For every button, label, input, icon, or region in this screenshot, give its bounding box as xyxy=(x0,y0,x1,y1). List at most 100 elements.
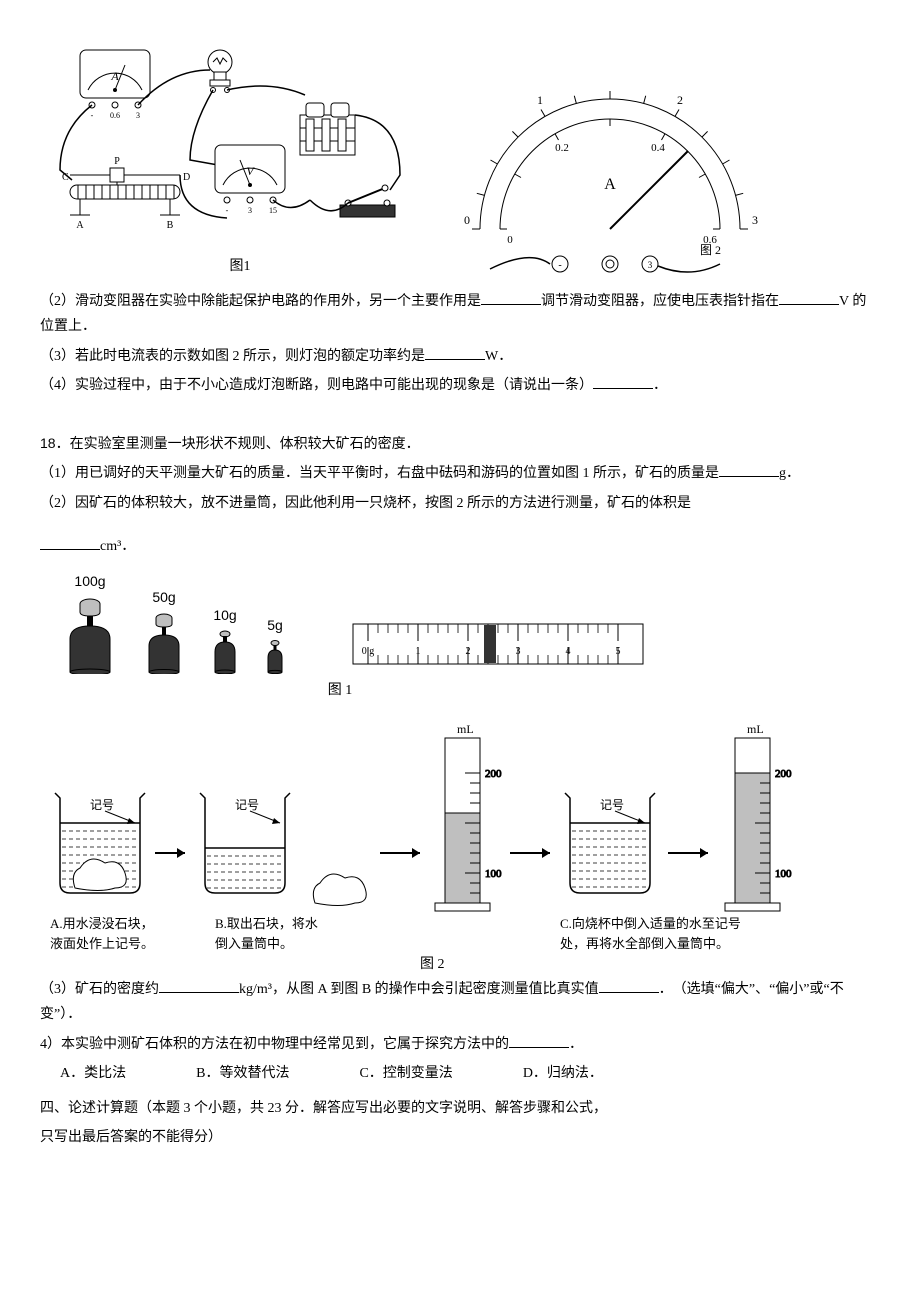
blank xyxy=(509,1033,569,1048)
weight-label: 50g xyxy=(140,585,188,610)
svg-text:3: 3 xyxy=(248,206,252,215)
q18-p4b: ． xyxy=(569,1037,583,1052)
q17-fig1-wrap: A - 0.6 3 xyxy=(40,40,440,279)
q17-p2b: 调节滑动变阻器，应使电压表指针指在 xyxy=(541,294,779,309)
svg-text:mL: mL xyxy=(747,722,764,736)
q18-p4: 4）本实验中测矿石体积的方法在初中物理中经常见到，它属于探究方法中的 ． xyxy=(40,1032,880,1057)
q18-p2b: cm³． xyxy=(100,539,135,554)
q18-fig1-caption: 图 1 xyxy=(40,678,640,703)
q17-p2: （2）滑动变阻器在实验中除能起保护电路的作用外，另一个主要作用是 调节滑动变阻器，… xyxy=(40,289,880,339)
q18-fig1: 100g 50g 10g 5g xyxy=(60,569,880,674)
opt-a: A．类比法 xyxy=(60,1061,126,1086)
q17-p4: （4）实验过程中，由于不小心造成灯泡断路，则电路中可能出现的现象是（请说出一条）… xyxy=(40,373,880,398)
svg-text:200: 200 xyxy=(775,768,792,780)
q17-figures: A - 0.6 3 xyxy=(40,40,880,279)
svg-text:B: B xyxy=(167,220,174,231)
svg-text:0.6: 0.6 xyxy=(110,111,120,120)
svg-text:1: 1 xyxy=(537,93,543,107)
q18-p2: （2）因矿石的体积较大，放不进量筒，因此他利用一只烧杯，按图 2 所示的方法进行… xyxy=(40,491,880,516)
svg-text:0: 0 xyxy=(464,213,470,227)
blank xyxy=(599,978,659,993)
q17-fig2-wrap: 0 1 2 3 0 0.2 0.4 0.6 A - 3 xyxy=(460,89,760,279)
section4-line1: 四、论述计算题（本题 3 个小题，共 23 分．解答应写出必要的文字说明、解答步… xyxy=(40,1096,880,1121)
q18-p1: （1）用已调好的天平测量大矿石的质量．当天平平衡时，右盘中砝码和游码的位置如图 … xyxy=(40,461,880,486)
blank xyxy=(593,374,653,389)
q18-p4a: 4）本实验中测矿石体积的方法在初中物理中经常见到，它属于探究方法中的 xyxy=(40,1037,509,1052)
weight-label: 100g xyxy=(60,569,120,594)
svg-text:C: C xyxy=(62,172,69,183)
svg-text:200: 200 xyxy=(485,768,502,780)
opt-b: B．等效替代法 xyxy=(196,1061,289,1086)
svg-text:A.用水浸没石块，: A.用水浸没石块， xyxy=(50,916,154,931)
q18-p3a: （3）矿石的密度约 xyxy=(40,982,159,997)
svg-text:mL: mL xyxy=(457,722,474,736)
q18-p1a: （1）用已调好的天平测量大矿石的质量．当天平平衡时，右盘中砝码和游码的位置如图 … xyxy=(40,466,719,481)
svg-text:15: 15 xyxy=(269,206,277,215)
blank xyxy=(719,462,779,477)
weight-100g: 100g xyxy=(60,569,120,674)
svg-text:-: - xyxy=(558,260,561,271)
svg-text:-: - xyxy=(226,206,229,215)
q18-p3: （3）矿石的密度约 kg/m³，从图 A 到图 B 的操作中会引起密度测量值比真实… xyxy=(40,977,880,1027)
q17-p4b: ． xyxy=(653,378,667,393)
opt-c: C．控制变量法 xyxy=(359,1061,452,1086)
section4-line2: 只写出最后答案的不能得分） xyxy=(40,1125,880,1150)
svg-text:记号: 记号 xyxy=(600,798,624,812)
weight-label: 10g xyxy=(208,603,242,628)
svg-text:-: - xyxy=(91,111,94,120)
svg-text:记号: 记号 xyxy=(235,798,259,812)
q17-fig1-svg: A - 0.6 3 xyxy=(40,40,440,250)
q18-num: 18． xyxy=(40,435,70,451)
svg-text:100: 100 xyxy=(485,868,502,880)
q17-fig1-caption: 图1 xyxy=(40,254,440,279)
q17-p3: （3）若此时电流表的示数如图 2 所示，则灯泡的额定功率约是 W． xyxy=(40,344,880,369)
svg-text:4: 4 xyxy=(566,646,571,657)
q18-p2a: （2）因矿石的体积较大，放不进量筒，因此他利用一只烧杯，按图 2 所示的方法进行… xyxy=(40,496,691,511)
q18-p1b: g． xyxy=(779,466,800,481)
svg-text:图 2: 图 2 xyxy=(700,243,721,257)
weight-5g: 5g xyxy=(262,613,288,674)
svg-text:D: D xyxy=(183,172,190,183)
weight-10g: 10g xyxy=(208,603,242,674)
blank xyxy=(425,345,485,360)
svg-text:0.2: 0.2 xyxy=(555,142,569,154)
svg-text:倒入量筒中。: 倒入量筒中。 xyxy=(215,936,293,951)
svg-text:5: 5 xyxy=(616,646,621,657)
svg-text:B.取出石块，将水: B.取出石块，将水 xyxy=(215,916,318,931)
svg-text:1: 1 xyxy=(416,646,421,657)
q17-p4a: （4）实验过程中，由于不小心造成灯泡断路，则电路中可能出现的现象是（请说出一条） xyxy=(40,378,593,393)
svg-text:C.向烧杯中倒入适量的水至记号: C.向烧杯中倒入适量的水至记号 xyxy=(560,916,741,931)
weight-50g: 50g xyxy=(140,585,188,674)
svg-text:0: 0 xyxy=(507,234,513,246)
q18-fig2: 记号 记号 xyxy=(40,713,880,973)
svg-text:3: 3 xyxy=(516,646,521,657)
svg-text:A: A xyxy=(110,69,119,83)
blank xyxy=(40,535,100,550)
svg-text:2: 2 xyxy=(466,646,471,657)
svg-text:P: P xyxy=(114,156,120,167)
svg-text:图 2: 图 2 xyxy=(420,957,445,972)
svg-text:A: A xyxy=(76,220,84,231)
q17-p3a: （3）若此时电流表的示数如图 2 所示，则灯泡的额定功率约是 xyxy=(40,349,425,364)
blank xyxy=(779,290,839,305)
svg-text:液面处作上记号。: 液面处作上记号。 xyxy=(50,936,154,951)
q17-fig2-svg: 0 1 2 3 0 0.2 0.4 0.6 A - 3 xyxy=(460,89,760,279)
q18-stem-text: 在实验室里测量一块形状不规则、体积较大矿石的密度． xyxy=(70,437,420,452)
svg-text:3: 3 xyxy=(136,111,140,120)
q17-p2a: （2）滑动变阻器在实验中除能起保护电路的作用外，另一个主要作用是 xyxy=(40,294,481,309)
svg-text:处，再将水全部倒入量筒中。: 处，再将水全部倒入量筒中。 xyxy=(560,936,729,951)
balance-ruler: 0 g 1 2 3 4 5 xyxy=(348,619,648,674)
q17-p3b: W． xyxy=(485,349,512,364)
opt-d: D．归纳法． xyxy=(523,1061,603,1086)
q18-p3b: kg/m³，从图 A 到图 B 的操作中会引起密度测量值比真实值 xyxy=(239,982,599,997)
q18-stem: 18．在实验室里测量一块形状不规则、体积较大矿石的密度． xyxy=(40,431,880,457)
blank xyxy=(481,290,541,305)
svg-text:记号: 记号 xyxy=(90,798,114,812)
svg-text:A: A xyxy=(604,176,616,193)
q18-p2b-line: cm³． xyxy=(40,534,880,559)
svg-text:0 g: 0 g xyxy=(362,646,375,657)
blank xyxy=(159,978,239,993)
weight-label: 5g xyxy=(262,613,288,638)
svg-text:3: 3 xyxy=(752,213,758,227)
q18-options: A．类比法 B．等效替代法 C．控制变量法 D．归纳法． xyxy=(60,1061,880,1086)
